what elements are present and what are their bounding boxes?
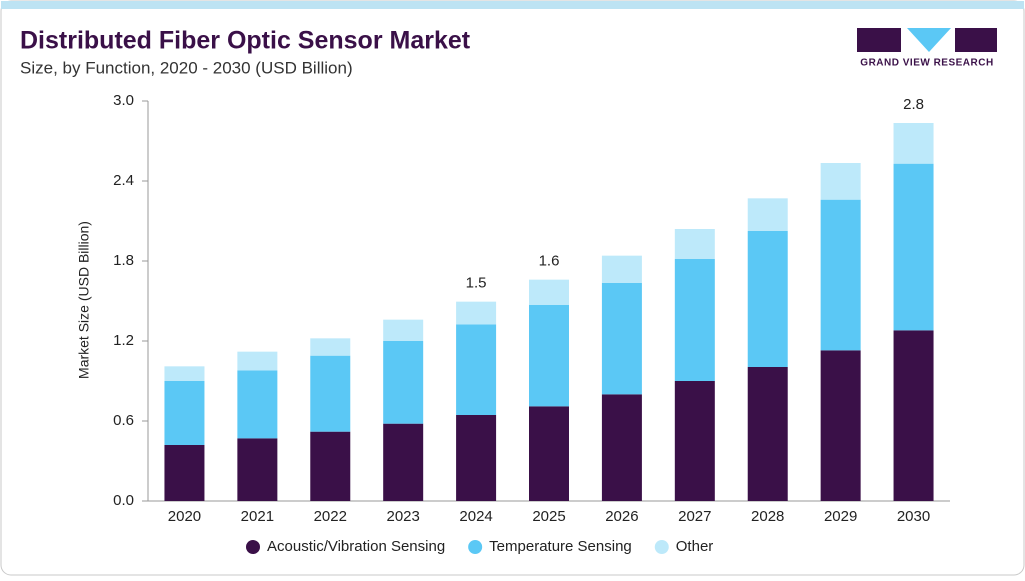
x-tick-label: 2030 bbox=[897, 508, 930, 525]
legend-swatch bbox=[654, 540, 669, 554]
legend-label: Acoustic/Vibration Sensing bbox=[267, 538, 445, 555]
bar-segment bbox=[529, 305, 569, 407]
top-band bbox=[1, 1, 1024, 9]
bar-segment bbox=[310, 431, 351, 501]
bar-segment bbox=[164, 366, 205, 381]
x-tick-label: 2024 bbox=[459, 508, 492, 525]
y-tick-label: 0.0 bbox=[113, 492, 134, 509]
x-tick-label: 2028 bbox=[751, 508, 784, 525]
x-tick-label: 2023 bbox=[386, 508, 419, 525]
bar-segment bbox=[237, 370, 278, 439]
y-tick-label: 1.8 bbox=[113, 252, 134, 269]
total-label: 1.6 bbox=[539, 253, 560, 270]
logo: GRAND VIEW RESEARCH bbox=[857, 28, 997, 69]
bar-segment bbox=[601, 255, 642, 283]
bar-segment bbox=[164, 445, 205, 501]
chart-subtitle: Size, by Function, 2020 - 2030 (USD Bill… bbox=[20, 58, 353, 77]
x-tick-label: 2022 bbox=[314, 508, 347, 525]
bar-segment bbox=[893, 123, 934, 164]
bar-segment bbox=[674, 259, 715, 381]
y-axis-label: Market Size (USD Billion) bbox=[76, 221, 92, 379]
bar-segment bbox=[383, 319, 424, 341]
y-tick-label: 2.4 bbox=[113, 172, 134, 189]
y-tick-label: 0.6 bbox=[113, 412, 134, 429]
bar-segment bbox=[747, 198, 788, 231]
bar-segment bbox=[237, 351, 278, 371]
y-tick-label: 1.2 bbox=[113, 332, 134, 349]
y-tick-label: 3.0 bbox=[113, 92, 134, 109]
legend-label: Temperature Sensing bbox=[489, 538, 632, 555]
x-tick-label: 2029 bbox=[824, 508, 857, 525]
bar-segment bbox=[456, 415, 497, 501]
legend-label: Other bbox=[676, 538, 714, 555]
bar-segment bbox=[529, 279, 569, 305]
bar-segment bbox=[893, 163, 934, 331]
bar-segment bbox=[674, 229, 715, 259]
bar-segment bbox=[164, 381, 205, 445]
x-tick-label: 2021 bbox=[241, 508, 274, 525]
bar-segment bbox=[529, 406, 569, 501]
x-tick-label: 2020 bbox=[168, 508, 201, 525]
bar-segment bbox=[747, 231, 788, 367]
total-label: 2.8 bbox=[903, 96, 924, 113]
bar-segment bbox=[310, 355, 351, 432]
bar-segment bbox=[674, 381, 715, 501]
bar-segment bbox=[456, 301, 497, 325]
total-label: 1.5 bbox=[466, 275, 487, 292]
bar-segment bbox=[820, 163, 861, 200]
bar-segment bbox=[820, 199, 861, 351]
bar-segment bbox=[237, 438, 278, 501]
bar-segment bbox=[383, 423, 424, 501]
chart-title: Distributed Fiber Optic Sensor Market bbox=[20, 27, 471, 55]
x-tick-label: 2026 bbox=[605, 508, 638, 525]
bar-segment bbox=[383, 341, 424, 424]
x-tick-label: 2027 bbox=[678, 508, 711, 525]
bar-segment bbox=[601, 283, 642, 395]
brand: GRAND VIEW RESEARCH bbox=[860, 58, 993, 69]
bar-segment bbox=[601, 394, 642, 501]
bar-segment bbox=[747, 367, 788, 501]
bar-segment bbox=[456, 324, 497, 415]
bar-segment bbox=[893, 330, 934, 501]
legend-swatch bbox=[246, 540, 260, 554]
bar-segment bbox=[820, 350, 861, 501]
legend-swatch bbox=[468, 540, 483, 554]
x-tick-label: 2025 bbox=[532, 508, 565, 525]
bar-segment bbox=[310, 338, 351, 356]
